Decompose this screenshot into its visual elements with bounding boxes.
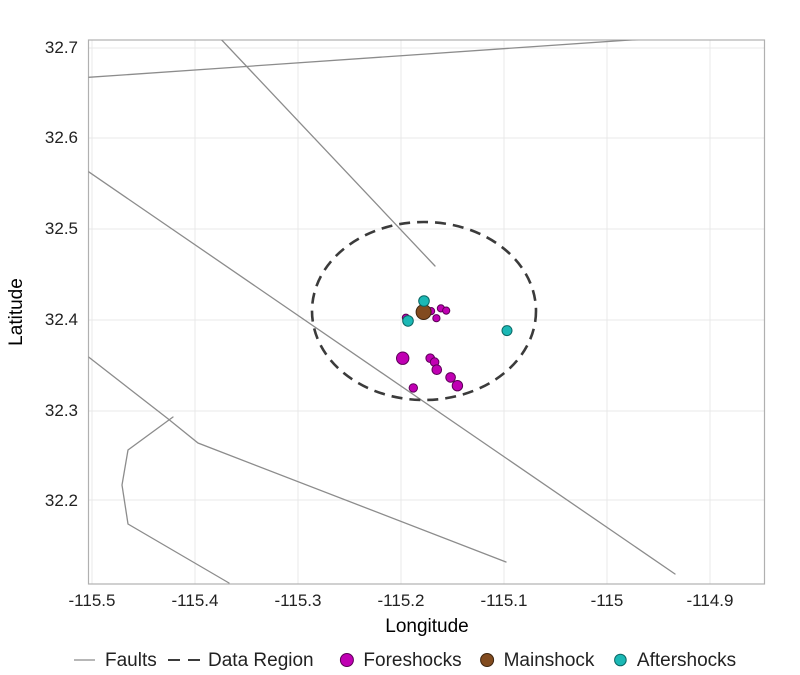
svg-text:-115.5: -115.5: [69, 591, 116, 610]
svg-text:32.7: 32.7: [45, 38, 78, 57]
svg-text:-115: -115: [591, 591, 624, 610]
svg-text:Faults: Faults: [105, 650, 157, 671]
svg-text:32.3: 32.3: [45, 401, 78, 420]
svg-text:-115.1: -115.1: [481, 591, 528, 610]
svg-text:-114.9: -114.9: [687, 591, 734, 610]
svg-text:-115.2: -115.2: [378, 591, 425, 610]
svg-text:-115.3: -115.3: [275, 591, 322, 610]
svg-text:32.2: 32.2: [45, 491, 78, 510]
svg-text:Data Region: Data Region: [208, 650, 314, 671]
svg-text:32.6: 32.6: [45, 128, 78, 147]
svg-text:32.5: 32.5: [45, 219, 78, 238]
svg-text:32.4: 32.4: [45, 310, 78, 329]
svg-text:Mainshock: Mainshock: [504, 650, 595, 671]
svg-text:Latitude: Latitude: [6, 278, 27, 346]
svg-text:Aftershocks: Aftershocks: [637, 650, 736, 671]
svg-text:Longitude: Longitude: [385, 616, 468, 637]
svg-text:Foreshocks: Foreshocks: [363, 650, 461, 671]
svg-text:-115.4: -115.4: [172, 591, 219, 610]
